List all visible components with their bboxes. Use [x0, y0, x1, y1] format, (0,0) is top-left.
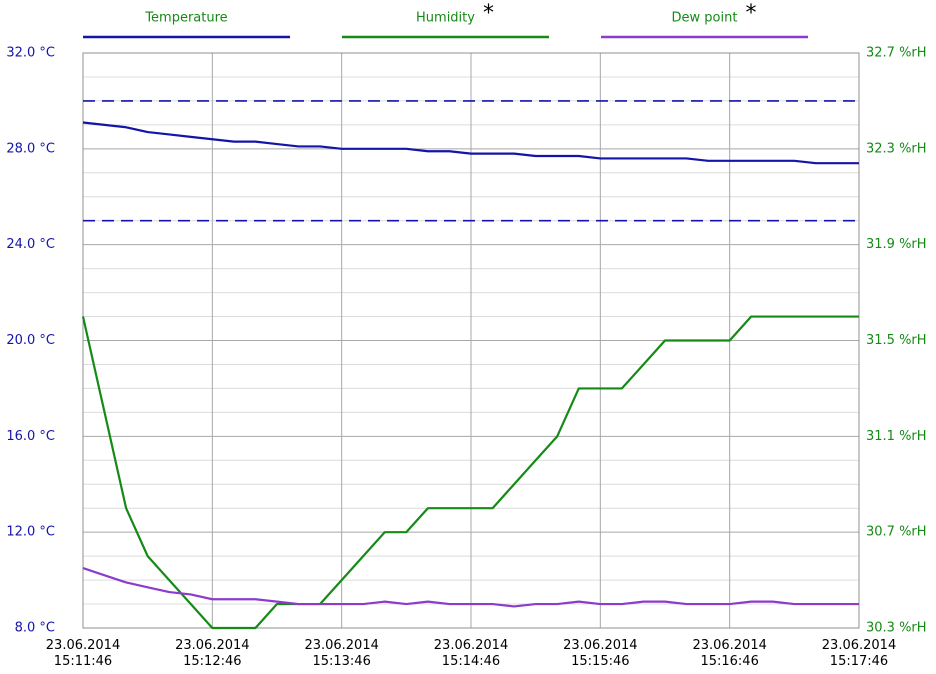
y-tick-label: 8.0 °C — [15, 621, 55, 636]
x-tick-label: 23.06.2014 15:17:46 — [821, 638, 897, 669]
y2-tick-label: 30.7 %rH — [866, 525, 927, 540]
x-tick-label: 23.06.2014 15:15:46 — [563, 638, 638, 669]
x-tick-label: 23.06.2014 15:13:46 — [304, 638, 379, 669]
series-line — [82, 567, 859, 608]
legend-label: Dew point — [672, 11, 738, 26]
y-tick-label: 32.0 °C — [6, 46, 55, 61]
plot-frame — [82, 52, 860, 629]
legend-note: * — [483, 1, 494, 26]
series-line — [81, 315, 859, 630]
y2-tick-label: 30.3 %rH — [866, 621, 927, 636]
y2-tick-label: 32.7 %rH — [866, 46, 927, 61]
x-tick-label: 23.06.2014 15:14:46 — [433, 638, 509, 669]
y-tick-label: 20.0 °C — [6, 333, 55, 348]
legend-label: Humidity — [416, 11, 475, 26]
x-tick-label: 23.06.2014 15:12:46 — [175, 638, 250, 669]
x-tick-label: 23.06.2014 15:11:46 — [45, 638, 121, 669]
y-tick-label: 28.0 °C — [6, 141, 55, 156]
y-tick-label: 24.0 °C — [6, 237, 55, 252]
series-line — [82, 121, 859, 165]
y-tick-label: 12.0 °C — [6, 525, 55, 540]
y2-tick-label: 31.5 %rH — [866, 333, 927, 348]
y-tick-label: 16.0 °C — [6, 429, 55, 444]
y2-tick-label: 31.1 %rH — [866, 429, 927, 444]
legend-label: Temperature — [144, 11, 227, 26]
x-tick-label: 23.06.2014 15:16:46 — [692, 638, 767, 669]
y2-tick-label: 32.3 %rH — [866, 141, 927, 156]
y2-tick-label: 31.9 %rH — [866, 237, 927, 252]
legend-note: * — [745, 1, 756, 26]
